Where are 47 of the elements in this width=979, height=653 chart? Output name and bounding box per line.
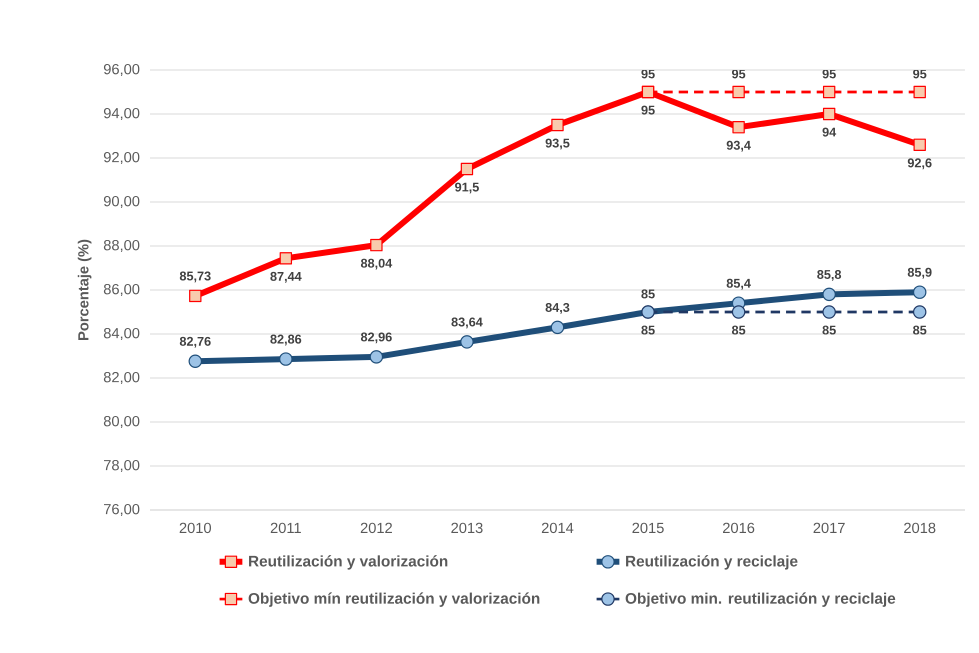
- y-tick-label: 96,00: [104, 64, 140, 76]
- data-label: 85: [641, 326, 655, 335]
- y-tick-label: 80,00: [104, 416, 140, 428]
- legend-label: Objetivo min. reutilización y reciclaje: [626, 592, 896, 607]
- data-label: 85: [641, 289, 655, 298]
- legend-label: Reutilización y reciclaje: [626, 555, 798, 570]
- y-axis-title: Porcentaje (%): [78, 240, 92, 340]
- legend-label: Reutilización y valorización: [249, 555, 448, 570]
- data-label: 93,4: [726, 140, 751, 152]
- data-label: 88,04: [360, 258, 392, 270]
- x-tick-label: 2013: [451, 522, 483, 534]
- x-tick-label: 2012: [360, 522, 392, 534]
- data-label: 82,86: [270, 334, 302, 346]
- data-label: 94: [822, 128, 836, 137]
- data-label: 93,5: [546, 138, 570, 150]
- data-label: 84,3: [546, 302, 570, 314]
- y-tick-label: 88,00: [104, 240, 140, 252]
- data-label: 87,44: [270, 272, 302, 283]
- data-label: 85,9: [908, 268, 932, 279]
- y-tick-label: 86,00: [104, 284, 140, 296]
- data-label: 83,64: [451, 318, 483, 328]
- data-label: 95: [641, 106, 655, 115]
- data-label: 85: [732, 326, 746, 335]
- x-tick-label: 2015: [632, 522, 664, 534]
- data-label: 91,5: [455, 182, 479, 194]
- data-label: 85,8: [817, 270, 842, 281]
- data-label: 85: [822, 326, 836, 335]
- y-tick-label: 78,00: [104, 460, 140, 472]
- data-label: 82,76: [180, 336, 211, 348]
- data-label: 85: [913, 326, 926, 335]
- x-tick-label: 2016: [723, 522, 754, 534]
- data-label: 85,4: [726, 278, 751, 290]
- x-tick-label: 2011: [270, 522, 301, 534]
- data-label: 85,73: [180, 272, 211, 282]
- data-label: 82,96: [360, 332, 392, 344]
- legend-label: Objetivo mín reutilización y valorización: [248, 592, 540, 607]
- y-tick-label: 90,00: [104, 196, 140, 208]
- x-tick-label: 2017: [814, 522, 845, 534]
- x-tick-label: 2018: [904, 522, 936, 534]
- y-tick-label: 84,00: [104, 328, 140, 340]
- data-label: 92,6: [908, 158, 932, 170]
- y-tick-label: 92,00: [104, 152, 140, 164]
- y-tick-label: 94,00: [104, 108, 140, 120]
- x-tick-label: 2010: [180, 522, 211, 534]
- x-tick-label: 2014: [542, 522, 574, 534]
- y-tick-label: 82,00: [104, 372, 140, 384]
- y-tick-label: 76,00: [104, 504, 140, 516]
